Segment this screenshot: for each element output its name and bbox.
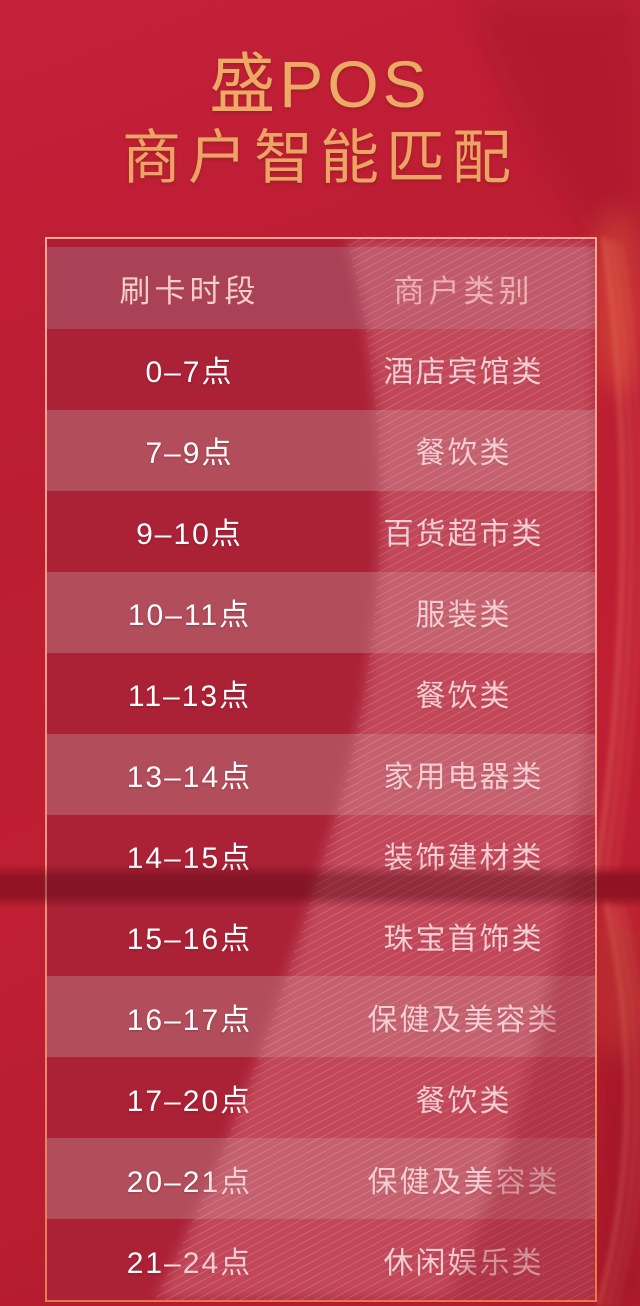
- time-value: 13–14点: [126, 761, 253, 795]
- table-row: 9–10点 百货超市类: [47, 490, 595, 572]
- category-cell: 酒店宾馆类: [332, 329, 595, 410]
- time-value: 7–9点: [145, 437, 234, 471]
- table-row: 0–7点 酒店宾馆类: [47, 329, 595, 410]
- category-cell: 保健及美容类: [332, 1138, 595, 1219]
- category-value: 家用电器类: [383, 761, 544, 795]
- category-value: 服装类: [415, 599, 512, 633]
- time-value: 14–15点: [126, 841, 253, 875]
- category-value: 餐饮类: [415, 680, 512, 714]
- category-value: 珠宝首饰类: [383, 922, 544, 956]
- time-cell: 17–20点: [47, 1057, 332, 1138]
- match-table: 刷卡时段 商户类别 0–7点 酒店宾馆类 7–9点 餐饮类 9–10点 百货超市…: [45, 237, 597, 1302]
- time-value: 0–7点: [145, 356, 234, 390]
- time-value: 16–17点: [126, 1003, 253, 1037]
- category-value: 餐饮类: [415, 1084, 512, 1118]
- category-value: 保健及美容类: [367, 1003, 560, 1037]
- category-cell: 百货超市类: [332, 491, 595, 572]
- category-value: 餐饮类: [415, 437, 512, 471]
- time-value: 20–21点: [126, 1165, 253, 1199]
- category-cell: 家用电器类: [332, 734, 595, 815]
- category-value: 保健及美容类: [367, 1165, 560, 1199]
- table-row: 16–17点 保健及美容类: [47, 976, 595, 1058]
- category-cell: 装饰建材类: [332, 815, 595, 896]
- category-cell: 服装类: [332, 572, 595, 653]
- poster-header: 盛POS 商户智能匹配: [0, 46, 640, 194]
- poster-subtitle: 商户智能匹配: [121, 125, 518, 191]
- category-cell: 餐饮类: [332, 1057, 595, 1138]
- table-row: 11–13点 餐饮类: [47, 652, 595, 734]
- table-row: 14–15点 装饰建材类: [47, 814, 595, 896]
- table-header: 刷卡时段 商户类别: [47, 247, 595, 329]
- category-value: 休闲娱乐类: [383, 1246, 544, 1280]
- category-cell: 休闲娱乐类: [332, 1219, 595, 1300]
- time-cell: 13–14点: [47, 734, 332, 815]
- category-value: 酒店宾馆类: [383, 356, 544, 390]
- time-cell: 14–15点: [47, 815, 332, 896]
- time-cell: 21–24点: [47, 1219, 332, 1300]
- table-row: 7–9点 餐饮类: [47, 409, 595, 491]
- category-cell: 餐饮类: [332, 410, 595, 491]
- header-cell-time: 刷卡时段: [47, 247, 332, 329]
- time-cell: 16–17点: [47, 976, 332, 1057]
- category-cell: 珠宝首饰类: [332, 895, 595, 976]
- category-cell: 保健及美容类: [332, 976, 595, 1057]
- category-cell: 餐饮类: [332, 653, 595, 734]
- time-value: 11–13点: [127, 680, 252, 714]
- time-value: 10–11点: [127, 599, 252, 633]
- time-value: 15–16点: [126, 922, 253, 956]
- category-value: 百货超市类: [383, 518, 544, 552]
- table-row: 13–14点 家用电器类: [47, 733, 595, 815]
- time-cell: 0–7点: [47, 329, 332, 410]
- category-value: 装饰建材类: [383, 841, 544, 875]
- header-label-time: 刷卡时段: [119, 273, 260, 309]
- table-row: 10–11点 服装类: [47, 571, 595, 653]
- poster-title: 盛POS: [209, 47, 431, 121]
- time-value: 21–24点: [126, 1246, 253, 1280]
- table-row: 15–16点 珠宝首饰类: [47, 895, 595, 977]
- header-cell-category: 商户类别: [332, 247, 595, 329]
- time-value: 17–20点: [126, 1084, 253, 1118]
- time-cell: 15–16点: [47, 895, 332, 976]
- time-value: 9–10点: [136, 518, 243, 552]
- time-cell: 10–11点: [47, 572, 332, 653]
- table-row: 17–20点 餐饮类: [47, 1057, 595, 1139]
- table-row: 21–24点 休闲娱乐类: [47, 1219, 595, 1300]
- time-cell: 20–21点: [47, 1138, 332, 1219]
- table-row: 20–21点 保健及美容类: [47, 1138, 595, 1220]
- time-cell: 11–13点: [47, 653, 332, 734]
- time-cell: 9–10点: [47, 491, 332, 572]
- time-cell: 7–9点: [47, 410, 332, 491]
- header-label-category: 商户类别: [393, 273, 534, 309]
